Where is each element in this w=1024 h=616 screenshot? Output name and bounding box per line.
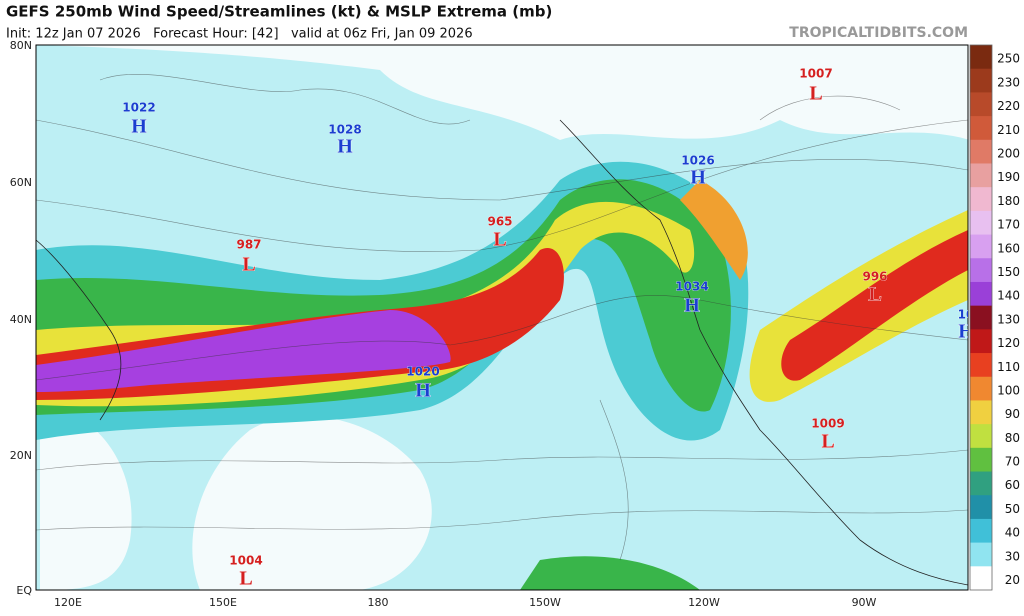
pressure-value: 987: [236, 238, 261, 252]
colorbar-label: 50: [1005, 502, 1020, 516]
colorbar-swatch: [970, 424, 992, 449]
pressure-value: 1004: [229, 554, 262, 568]
colorbar-swatch: [970, 45, 992, 70]
colorbar-label: 150: [997, 265, 1020, 279]
colorbar-swatch: [970, 68, 992, 93]
pressure-kind: H: [131, 116, 147, 138]
pressure-kind: L: [239, 568, 252, 590]
colorbar-label: 190: [997, 170, 1020, 184]
colorbar-label: 230: [997, 75, 1020, 89]
colorbar-label: 140: [997, 289, 1020, 303]
colorbar-swatch: [970, 447, 992, 473]
pressure-kind: L: [809, 83, 822, 105]
colorbar-label: 130: [997, 312, 1020, 326]
pressure-value: 996: [862, 270, 887, 284]
lon-label: 180: [368, 596, 389, 609]
colorbar-label: 100: [997, 383, 1020, 397]
colorbar-label: 180: [997, 194, 1020, 208]
pressure-value: 1028: [328, 123, 361, 137]
colorbar-label: 30: [1005, 549, 1020, 563]
pressure-kind: H: [415, 380, 431, 402]
colorbar-swatch: [970, 400, 992, 425]
colorbar-swatch: [970, 210, 992, 236]
map-frame: [35, 44, 969, 591]
pressure-value: 1022: [122, 101, 155, 115]
lat-label: 20N: [10, 449, 32, 462]
colorbar-swatch: [970, 353, 992, 378]
pressure-value: 10: [958, 308, 975, 322]
colorbar-label: 160: [997, 241, 1020, 255]
colorbar-label: 250: [997, 52, 1020, 66]
pressure-value: 1034: [675, 280, 708, 294]
lon-label: 150W: [529, 596, 561, 609]
colorbar-frame: [969, 44, 993, 591]
colorbar-swatch: [970, 518, 992, 544]
colorbar-label: 70: [1005, 455, 1020, 469]
colorbar-swatch: [970, 566, 992, 591]
colorbar-label: 40: [1005, 526, 1020, 540]
subtitle: Init: 12z Jan 07 2026 Forecast Hour: [42…: [6, 27, 473, 42]
pressure-kind: H: [690, 167, 706, 189]
colorbar-label: 200: [997, 147, 1020, 161]
lat-label: 60N: [10, 176, 32, 189]
colorbar-swatch: [970, 542, 992, 567]
colorbar-swatch: [970, 187, 992, 212]
colorbar-label: 80: [1005, 431, 1020, 445]
pressure-value: 1020: [406, 365, 439, 379]
colorbar-swatch: [970, 305, 992, 330]
pressure-value: 1009: [811, 417, 844, 431]
pressure-kind: H: [684, 295, 700, 317]
colorbar-label: 120: [997, 336, 1020, 350]
lat-label: EQ: [16, 584, 32, 597]
source: TROPICALTIDBITS.COM: [789, 25, 968, 41]
colorbar-swatch: [970, 258, 992, 283]
colorbar-swatch: [970, 92, 992, 117]
colorbar-swatch: [970, 139, 992, 164]
lat-label: 40N: [10, 313, 32, 326]
pressure-value: 1007: [799, 67, 832, 81]
colorbar-swatch: [970, 329, 992, 354]
colorbar-label: 20: [1005, 573, 1020, 587]
pressure-kind: H: [337, 136, 353, 158]
pressure-value: 1026: [681, 154, 714, 168]
pressure-kind: L: [821, 431, 834, 453]
lon-label: 120W: [688, 596, 720, 609]
colorbar-swatch: [970, 376, 992, 401]
colorbar-swatch: [970, 116, 992, 141]
lon-label: 150E: [209, 596, 237, 609]
pressure-kind: L: [868, 284, 881, 306]
colorbar-swatch: [970, 471, 992, 496]
pressure-kind: L: [493, 229, 506, 251]
lon-label: 120E: [54, 596, 82, 609]
colorbar-swatch: [970, 495, 992, 520]
map-field: [36, 45, 968, 590]
lat-label: 80N: [10, 39, 32, 52]
pressure-kind: L: [242, 254, 255, 276]
colorbar-swatch: [970, 234, 992, 259]
lon-label: 90W: [852, 596, 877, 609]
colorbar-label: 90: [1005, 407, 1020, 421]
colorbar-swatch: [970, 281, 992, 307]
colorbar-label: 60: [1005, 478, 1020, 492]
colorbar-swatch: [970, 163, 992, 188]
colorbar-label: 210: [997, 123, 1020, 137]
colorbar-label: 170: [997, 218, 1020, 232]
title: GEFS 250mb Wind Speed/Streamlines (kt) &…: [6, 3, 552, 21]
colorbar-label: 110: [997, 360, 1020, 374]
colorbar-label: 220: [997, 99, 1020, 113]
pressure-kind: H: [958, 321, 974, 343]
pressure-value: 965: [487, 215, 512, 229]
